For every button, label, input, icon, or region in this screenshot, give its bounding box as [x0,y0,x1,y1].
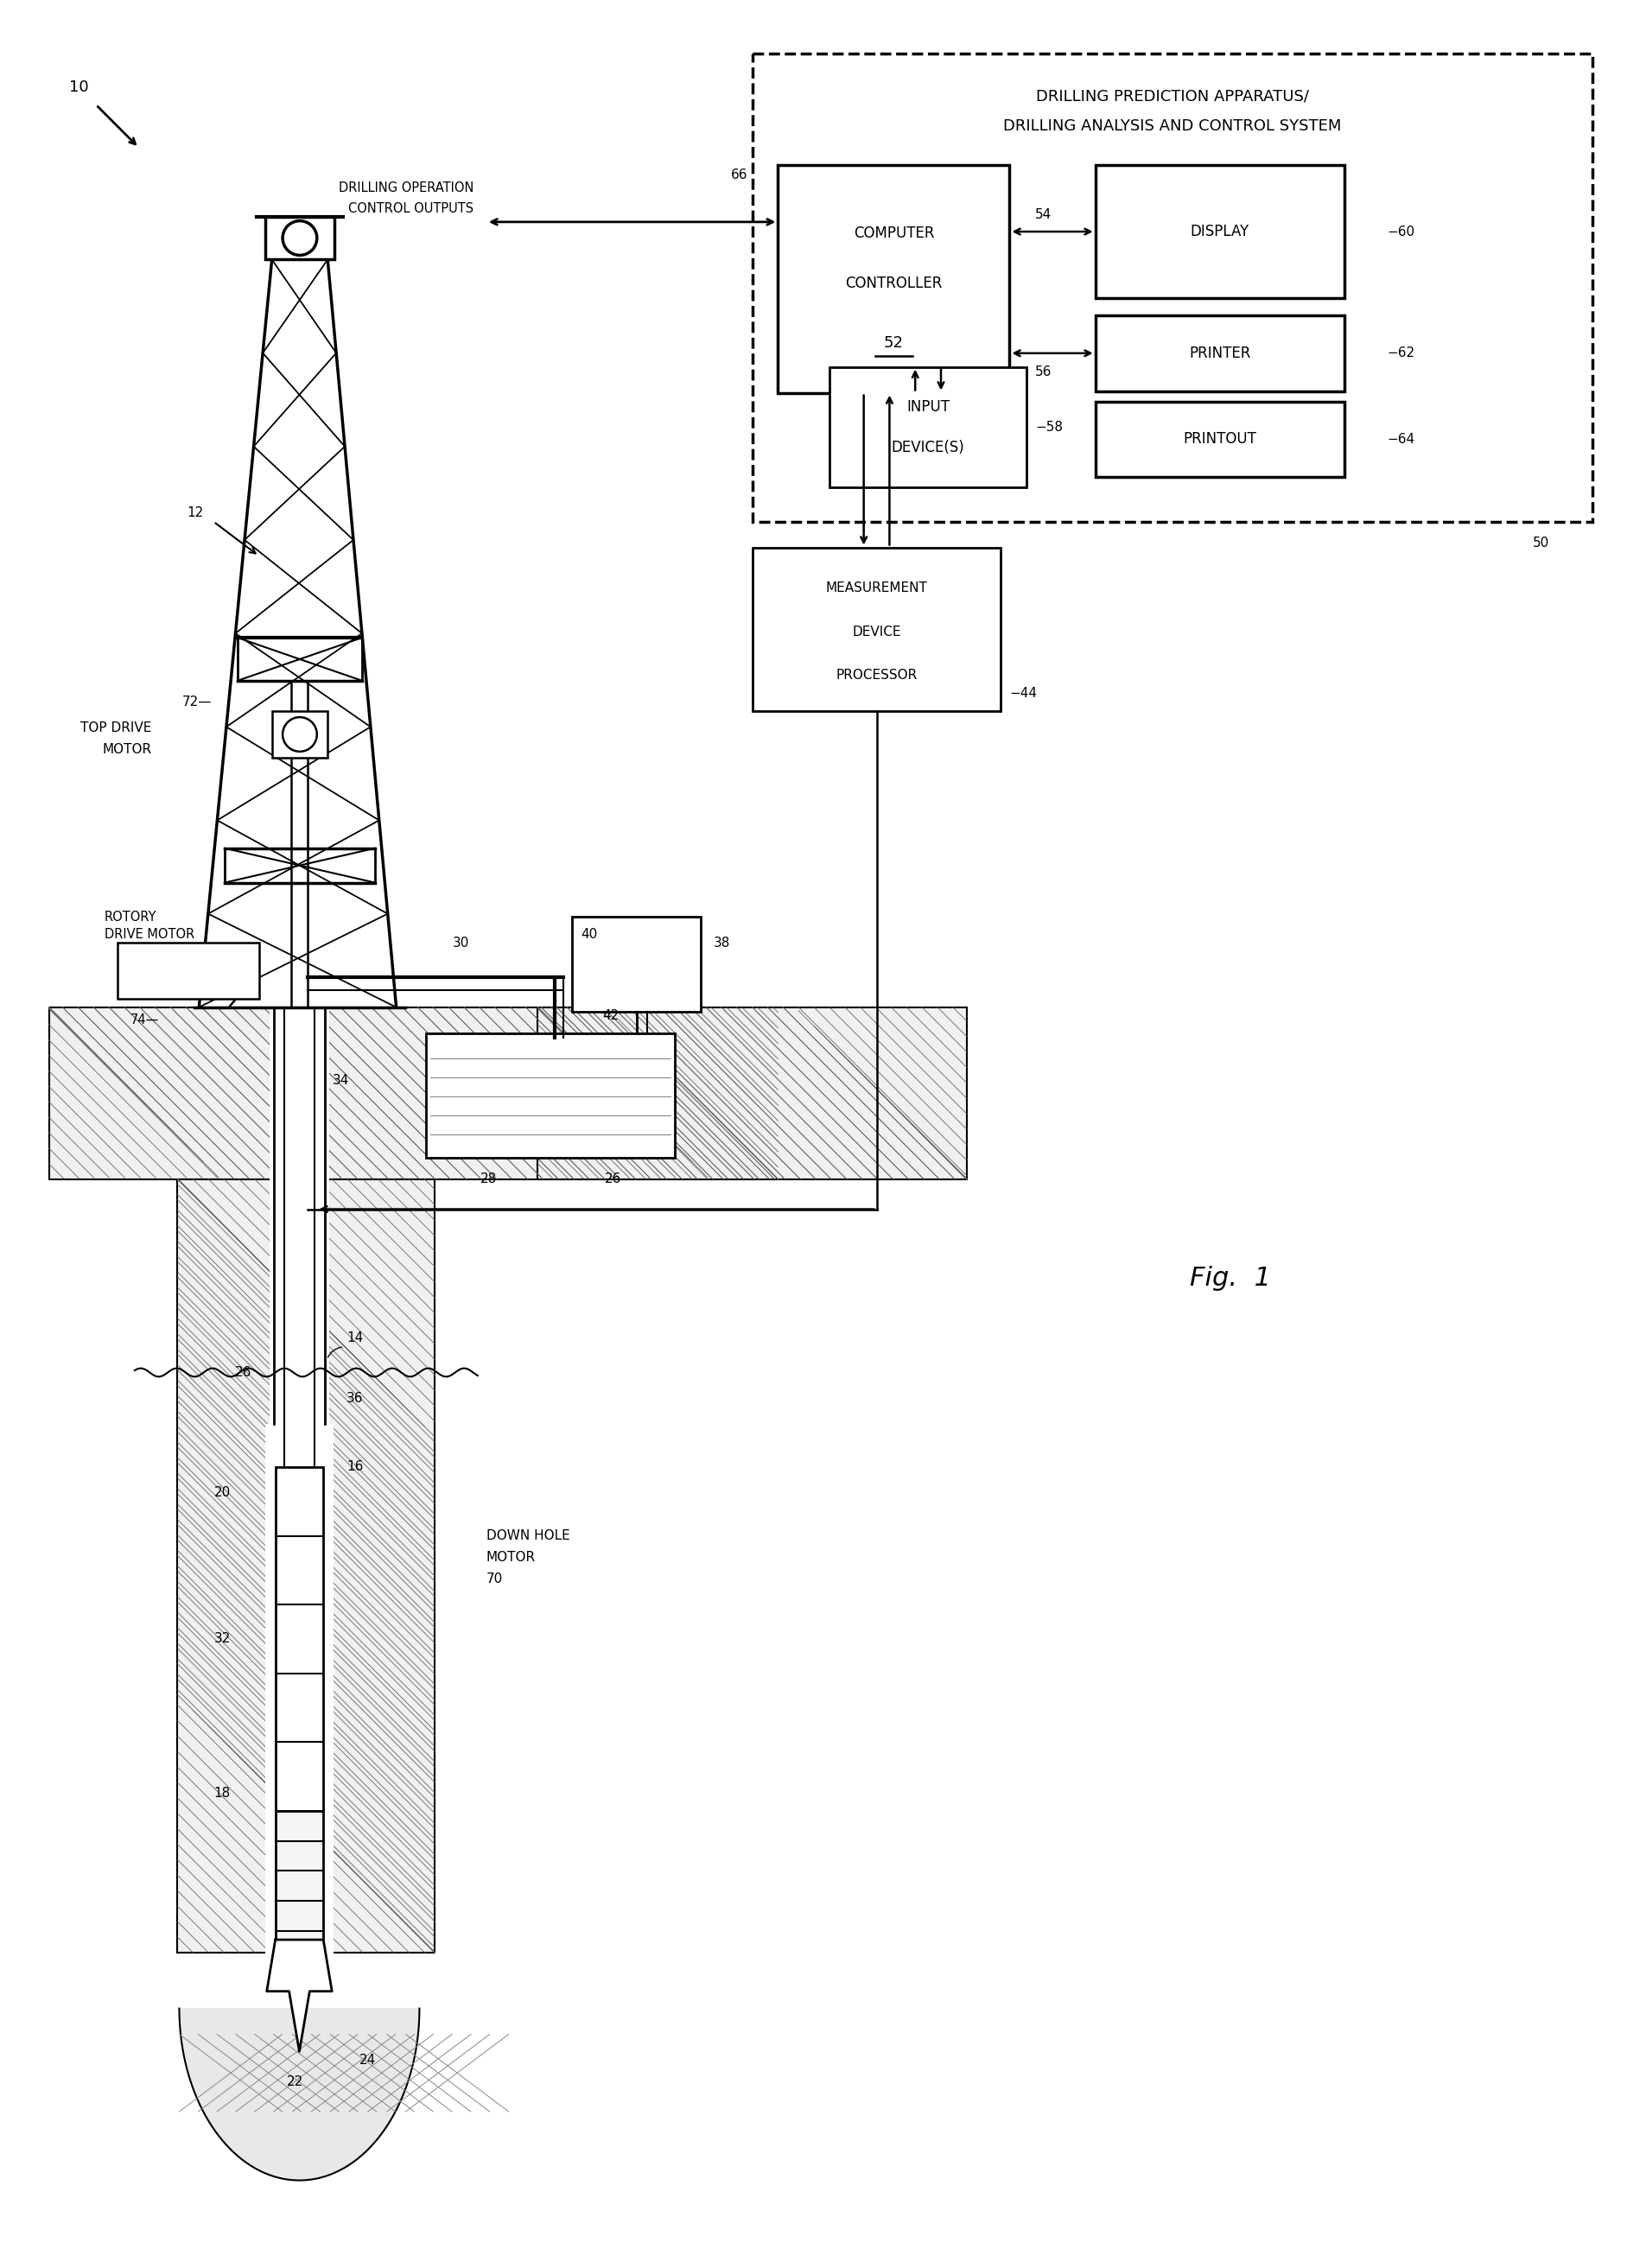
Text: 50: 50 [1532,538,1549,549]
Text: −44: −44 [1009,687,1037,701]
Text: 32: 32 [214,1633,230,1644]
Text: 16: 16 [346,1461,364,1474]
Text: 66: 66 [731,168,747,181]
Bar [426,1032,675,1157]
Text: 40: 40 [581,928,597,941]
Text: DRILLING OPERATION: DRILLING OPERATION [337,181,472,195]
Bar [777,166,1009,392]
Bar [752,547,1001,710]
Text: INPUT: INPUT [905,399,950,415]
Text: 36: 36 [346,1393,364,1404]
Text: −64: −64 [1386,433,1414,445]
Text: 34: 34 [332,1073,349,1086]
Text: 54: 54 [1035,209,1052,220]
Text: MEASUREMENT: MEASUREMENT [825,583,927,594]
Text: PRINTER: PRINTER [1188,345,1249,361]
Text: 52: 52 [884,336,904,352]
Text: 20: 20 [214,1486,230,1499]
Text: 72—: 72— [183,696,212,708]
Text: DOWN HOLE: DOWN HOLE [486,1529,570,1542]
Text: 28: 28 [481,1173,497,1186]
Text: 74—: 74— [130,1014,160,1027]
Bar [1095,166,1343,297]
Text: COMPUTER: COMPUTER [853,225,933,240]
Bar [571,916,701,1012]
Bar [272,710,328,758]
Text: MOTOR: MOTOR [102,744,151,755]
Text: DRILLING PREDICTION APPARATUS/: DRILLING PREDICTION APPARATUS/ [1035,88,1309,104]
Bar [538,1007,966,1179]
Polygon shape [267,1939,332,2053]
Text: DRILLING ANALYSIS AND CONTROL SYSTEM: DRILLING ANALYSIS AND CONTROL SYSTEM [1002,118,1341,134]
Circle shape [283,220,316,256]
Bar [117,943,258,998]
Text: MOTOR: MOTOR [486,1551,535,1563]
Text: PROCESSOR: PROCESSOR [836,669,917,680]
Text: 70: 70 [486,1572,502,1585]
Text: 12: 12 [186,506,202,519]
Text: 38: 38 [713,937,729,950]
Bar [275,1467,323,1810]
Text: Fig.  1: Fig. 1 [1188,1266,1271,1290]
Text: 14: 14 [346,1331,364,1345]
Text: 26: 26 [235,1365,252,1379]
Bar [752,52,1592,522]
Bar [1095,401,1343,476]
Text: −58: −58 [1035,420,1062,433]
Text: ROTORY: ROTORY [105,909,156,923]
Text: TOP DRIVE: TOP DRIVE [81,721,151,735]
Bar [275,1810,323,1939]
Bar [49,1007,777,1179]
Text: 26: 26 [604,1173,621,1186]
Text: CONTROL OUTPUTS: CONTROL OUTPUTS [347,202,472,215]
Polygon shape [179,2009,420,2180]
Bar [1095,315,1343,390]
Text: DEVICE(S): DEVICE(S) [890,440,965,456]
Text: 30: 30 [453,937,469,950]
Text: PRINTOUT: PRINTOUT [1182,431,1256,447]
Text: 42: 42 [602,1009,619,1023]
Text: 56: 56 [1035,365,1052,379]
Text: 18: 18 [214,1787,230,1801]
Text: 10: 10 [69,79,89,95]
Text: DEVICE: DEVICE [851,626,900,640]
Text: 22: 22 [286,2075,303,2089]
Bar [265,1424,334,1982]
Circle shape [283,717,316,751]
Bar [178,1179,435,1953]
Bar [830,367,1025,488]
Text: DRIVE MOTOR: DRIVE MOTOR [105,928,194,941]
Text: DISPLAY: DISPLAY [1190,225,1249,240]
Bar [178,1179,435,1953]
Text: −60: −60 [1386,225,1414,238]
Text: −62: −62 [1386,347,1414,361]
Bar [265,215,334,259]
Text: CONTROLLER: CONTROLLER [844,277,942,290]
Bar [270,1007,329,1780]
Text: 24: 24 [359,2053,375,2066]
